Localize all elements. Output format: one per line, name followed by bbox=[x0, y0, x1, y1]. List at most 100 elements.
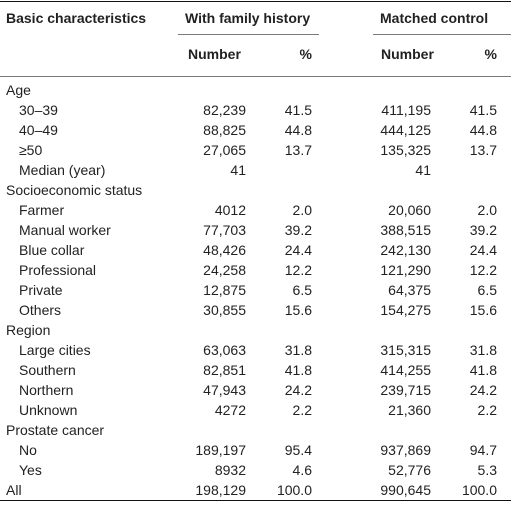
cell-pct1: 24.4 bbox=[284, 242, 312, 258]
cell-pct1: 95.4 bbox=[284, 442, 312, 458]
cell-num2: 411,195 bbox=[381, 102, 431, 118]
table-row: 30–39 82,239 41.5 411,195 41.5 bbox=[0, 100, 511, 120]
cell-num1: 24,258 bbox=[203, 262, 246, 278]
section-row: Socioeconomic status bbox=[0, 180, 511, 200]
row-label: Region bbox=[6, 322, 51, 338]
cell-pct1: 31.8 bbox=[284, 342, 312, 358]
cell-num1: 82,851 bbox=[203, 362, 246, 378]
cell-num1: 77,703 bbox=[203, 222, 246, 238]
cell-pct2: 2.2 bbox=[477, 402, 497, 418]
row-label: Farmer bbox=[19, 202, 65, 218]
cell-pct1: 4.6 bbox=[292, 462, 312, 478]
section-row: Age bbox=[0, 80, 511, 100]
cell-num2: 154,275 bbox=[380, 302, 431, 318]
header-percent-group1: % bbox=[299, 46, 312, 62]
table-row: Manual worker 77,703 39.2 388,515 39.2 bbox=[0, 220, 511, 240]
cell-num2: 64,375 bbox=[388, 282, 431, 298]
row-label: Age bbox=[6, 82, 31, 98]
cell-pct2: 24.2 bbox=[469, 382, 497, 398]
cell-num2: 121,290 bbox=[380, 262, 431, 278]
cell-num2: 937,869 bbox=[380, 442, 431, 458]
cell-pct2: 5.3 bbox=[477, 462, 497, 478]
cell-num1: 8932 bbox=[214, 462, 246, 478]
section-row: Region bbox=[0, 320, 511, 340]
table-row: Northern 47,943 24.2 239,715 24.2 bbox=[0, 380, 511, 400]
cell-num2: 242,130 bbox=[380, 242, 431, 258]
cell-num1: 4272 bbox=[214, 402, 246, 418]
row-label: 40–49 bbox=[19, 122, 58, 138]
table-row: Blue collar 48,426 24.4 242,130 24.4 bbox=[0, 240, 511, 260]
cell-pct1: 13.7 bbox=[284, 142, 312, 158]
cell-num2: 52,776 bbox=[388, 462, 431, 478]
cell-pct2: 39.2 bbox=[469, 222, 497, 238]
row-label: ≥50 bbox=[19, 142, 43, 158]
cell-num1: 82,239 bbox=[203, 102, 246, 118]
header-matched-control: Matched control bbox=[380, 10, 489, 26]
row-label: Northern bbox=[19, 382, 74, 398]
cell-pct2: 41.5 bbox=[469, 102, 497, 118]
cell-num1: 27,065 bbox=[203, 142, 246, 158]
cell-pct1: 15.6 bbox=[284, 302, 312, 318]
cell-num1: 189,197 bbox=[195, 442, 246, 458]
cell-num2: 414,255 bbox=[380, 362, 431, 378]
table-row: No 189,197 95.4 937,869 94.7 bbox=[0, 440, 511, 460]
cell-pct2: 24.4 bbox=[469, 242, 497, 258]
cell-num1: 63,063 bbox=[203, 342, 246, 358]
cell-pct1: 24.2 bbox=[284, 382, 312, 398]
row-label: Prostate cancer bbox=[6, 422, 105, 438]
section-row: Prostate cancer bbox=[0, 420, 511, 440]
header-with-family-history: With family history bbox=[185, 10, 311, 26]
cell-pct1: 2.0 bbox=[292, 202, 312, 218]
cell-pct1: 2.2 bbox=[292, 402, 312, 418]
bottom-rule bbox=[0, 500, 511, 502]
cell-pct2: 44.8 bbox=[469, 122, 497, 138]
section-row: All 198,129 100.0 990,645 100.0 bbox=[0, 480, 511, 500]
cell-num2: 21,360 bbox=[388, 402, 431, 418]
row-label: Socioeconomic status bbox=[6, 182, 143, 198]
cell-num2: 388,515 bbox=[380, 222, 431, 238]
table-row: Southern 82,851 41.8 414,255 41.8 bbox=[0, 360, 511, 380]
header-rule bbox=[0, 76, 511, 77]
cell-pct2: 31.8 bbox=[469, 342, 497, 358]
table-row: Professional 24,258 12.2 121,290 12.2 bbox=[0, 260, 511, 280]
cell-pct2: 13.7 bbox=[469, 142, 497, 158]
cell-pct1: 12.2 bbox=[284, 262, 312, 278]
header-number-group2: Number bbox=[381, 46, 434, 62]
cell-num1: 88,825 bbox=[203, 122, 246, 138]
table-row: 40–49 88,825 44.8 444,125 44.8 bbox=[0, 120, 511, 140]
table-row: Yes 8932 4.6 52,776 5.3 bbox=[0, 460, 511, 480]
row-label: Southern bbox=[19, 362, 76, 378]
table-row: Large cities 63,063 31.8 315,315 31.8 bbox=[0, 340, 511, 360]
row-label: All bbox=[6, 482, 22, 498]
cell-num2: 990,645 bbox=[380, 482, 431, 498]
row-label: Large cities bbox=[19, 342, 91, 358]
header-percent-group2: % bbox=[484, 46, 497, 62]
cell-num2: 135,325 bbox=[380, 142, 431, 158]
top-rule bbox=[0, 1, 511, 3]
row-label: Others bbox=[19, 302, 62, 318]
cell-pct1: 44.8 bbox=[284, 122, 312, 138]
cell-pct1: 41.8 bbox=[284, 362, 312, 378]
row-label: 30–39 bbox=[19, 102, 58, 118]
cell-num2: 20,060 bbox=[388, 202, 431, 218]
group1-underline bbox=[178, 34, 319, 35]
table-row: Median (year) 41 41 bbox=[0, 160, 511, 180]
row-label: Yes bbox=[19, 462, 42, 478]
cell-pct2: 94.7 bbox=[469, 442, 497, 458]
cell-pct1: 41.5 bbox=[284, 102, 312, 118]
table-row: ≥50 27,065 13.7 135,325 13.7 bbox=[0, 140, 511, 160]
cell-num2: 239,715 bbox=[380, 382, 431, 398]
cell-pct2: 12.2 bbox=[469, 262, 497, 278]
cell-num2: 41 bbox=[415, 162, 431, 178]
cell-num1: 41 bbox=[230, 162, 246, 178]
cell-pct1: 100.0 bbox=[276, 482, 312, 498]
cell-num1: 47,943 bbox=[203, 382, 246, 398]
row-label: Median (year) bbox=[19, 162, 106, 178]
row-label: Manual worker bbox=[19, 222, 111, 238]
cell-pct1: 39.2 bbox=[284, 222, 312, 238]
header-basic-characteristics: Basic characteristics bbox=[6, 10, 147, 26]
row-label: Private bbox=[19, 282, 63, 298]
cell-pct2: 15.6 bbox=[469, 302, 497, 318]
table-row: Farmer 4012 2.0 20,060 2.0 bbox=[0, 200, 511, 220]
